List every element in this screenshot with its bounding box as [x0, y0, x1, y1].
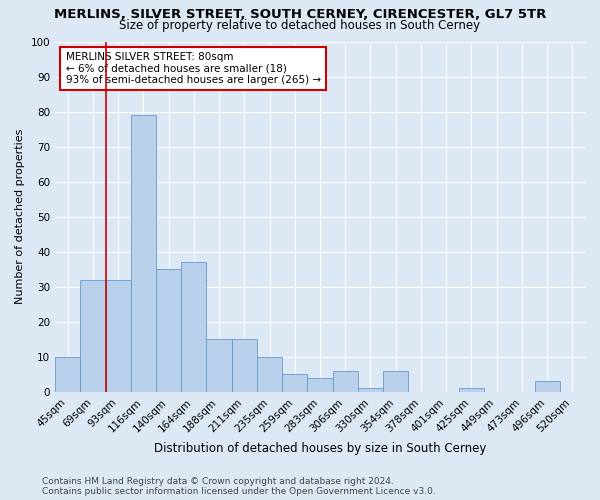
Y-axis label: Number of detached properties: Number of detached properties — [15, 129, 25, 304]
Bar — [257, 357, 282, 392]
Bar — [80, 280, 106, 392]
Bar — [232, 340, 257, 392]
Bar — [282, 374, 307, 392]
Text: Size of property relative to detached houses in South Cerney: Size of property relative to detached ho… — [119, 19, 481, 32]
Bar — [131, 115, 156, 392]
Bar — [206, 340, 232, 392]
X-axis label: Distribution of detached houses by size in South Cerney: Distribution of detached houses by size … — [154, 442, 486, 455]
Bar — [358, 388, 383, 392]
Bar — [307, 378, 332, 392]
Bar — [106, 280, 131, 392]
Bar — [156, 270, 181, 392]
Bar — [459, 388, 484, 392]
Bar — [181, 262, 206, 392]
Text: MERLINS, SILVER STREET, SOUTH CERNEY, CIRENCESTER, GL7 5TR: MERLINS, SILVER STREET, SOUTH CERNEY, CI… — [54, 8, 546, 20]
Text: Contains HM Land Registry data © Crown copyright and database right 2024.
Contai: Contains HM Land Registry data © Crown c… — [42, 476, 436, 496]
Text: MERLINS SILVER STREET: 80sqm
← 6% of detached houses are smaller (18)
93% of sem: MERLINS SILVER STREET: 80sqm ← 6% of det… — [65, 52, 321, 85]
Bar — [535, 382, 560, 392]
Bar — [332, 371, 358, 392]
Bar — [383, 371, 409, 392]
Bar — [55, 357, 80, 392]
